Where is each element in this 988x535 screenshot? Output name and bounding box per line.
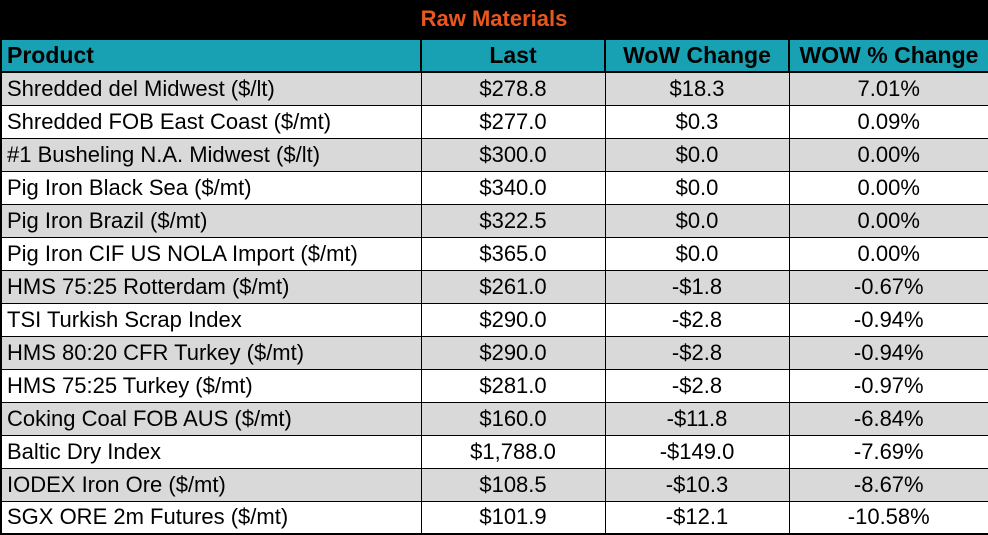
cell-wow-change: -$11.8: [604, 402, 790, 436]
table-title: Raw Materials: [0, 0, 988, 38]
cell-last: $277.0: [420, 105, 606, 139]
column-header-product: Product: [0, 38, 422, 73]
table-row: Shredded FOB East Coast ($/mt) $277.0 $0…: [0, 105, 988, 139]
cell-wow-pct: 0.00%: [788, 237, 988, 271]
table-row: HMS 75:25 Rotterdam ($/mt) $261.0 -$1.8 …: [0, 270, 988, 304]
table-row: IODEX Iron Ore ($/mt) $108.5 -$10.3 -8.6…: [0, 468, 988, 502]
cell-wow-change: -$2.8: [604, 369, 790, 403]
cell-wow-pct: -0.94%: [788, 336, 988, 370]
cell-product: Shredded FOB East Coast ($/mt): [0, 105, 422, 139]
cell-last: $281.0: [420, 369, 606, 403]
header-row: Product Last WoW Change WOW % Change: [0, 38, 988, 73]
cell-wow-pct: 0.00%: [788, 204, 988, 238]
table-row: Pig Iron Brazil ($/mt) $322.5 $0.0 0.00%: [0, 204, 988, 238]
cell-wow-pct: 7.01%: [788, 72, 988, 106]
cell-wow-change: -$2.8: [604, 303, 790, 337]
cell-wow-change: -$12.1: [604, 501, 790, 535]
cell-wow-pct: -0.94%: [788, 303, 988, 337]
cell-product: Pig Iron Black Sea ($/mt): [0, 171, 422, 205]
cell-product: Shredded del Midwest ($/lt): [0, 72, 422, 106]
cell-wow-change: $18.3: [604, 72, 790, 106]
cell-last: $108.5: [420, 468, 606, 502]
cell-wow-change: -$2.8: [604, 336, 790, 370]
cell-wow-pct: -0.97%: [788, 369, 988, 403]
column-header-wow-change: WoW Change: [604, 38, 790, 73]
cell-wow-change: $0.0: [604, 171, 790, 205]
cell-wow-change: -$1.8: [604, 270, 790, 304]
cell-last: $300.0: [420, 138, 606, 172]
cell-product: Pig Iron CIF US NOLA Import ($/mt): [0, 237, 422, 271]
table-row: TSI Turkish Scrap Index $290.0 -$2.8 -0.…: [0, 303, 988, 337]
cell-product: IODEX Iron Ore ($/mt): [0, 468, 422, 502]
cell-wow-change: $0.0: [604, 204, 790, 238]
cell-wow-change: -$10.3: [604, 468, 790, 502]
cell-product: HMS 75:25 Turkey ($/mt): [0, 369, 422, 403]
cell-wow-pct: -6.84%: [788, 402, 988, 436]
table-row: HMS 75:25 Turkey ($/mt) $281.0 -$2.8 -0.…: [0, 369, 988, 403]
column-header-last: Last: [420, 38, 606, 73]
table-row: Baltic Dry Index $1,788.0 -$149.0 -7.69%: [0, 435, 988, 469]
cell-wow-pct: -10.58%: [788, 501, 988, 535]
cell-wow-pct: 0.00%: [788, 171, 988, 205]
cell-wow-change: $0.0: [604, 237, 790, 271]
cell-product: TSI Turkish Scrap Index: [0, 303, 422, 337]
table-row: Coking Coal FOB AUS ($/mt) $160.0 -$11.8…: [0, 402, 988, 436]
raw-materials-table: Product Last WoW Change WOW % Change Shr…: [0, 38, 988, 535]
cell-product: Pig Iron Brazil ($/mt): [0, 204, 422, 238]
column-header-wow-pct-change: WOW % Change: [788, 38, 988, 73]
cell-product: HMS 80:20 CFR Turkey ($/mt): [0, 336, 422, 370]
cell-wow-pct: -8.67%: [788, 468, 988, 502]
cell-wow-pct: -7.69%: [788, 435, 988, 469]
cell-last: $261.0: [420, 270, 606, 304]
cell-last: $1,788.0: [420, 435, 606, 469]
cell-wow-pct: 0.00%: [788, 138, 988, 172]
cell-last: $290.0: [420, 336, 606, 370]
table-row: HMS 80:20 CFR Turkey ($/mt) $290.0 -$2.8…: [0, 336, 988, 370]
cell-last: $290.0: [420, 303, 606, 337]
cell-wow-pct: -0.67%: [788, 270, 988, 304]
table-row: Pig Iron Black Sea ($/mt) $340.0 $0.0 0.…: [0, 171, 988, 205]
table-row: Shredded del Midwest ($/lt) $278.8 $18.3…: [0, 72, 988, 106]
cell-last: $340.0: [420, 171, 606, 205]
table-row: SGX ORE 2m Futures ($/mt) $101.9 -$12.1 …: [0, 501, 988, 535]
cell-last: $278.8: [420, 72, 606, 106]
cell-wow-change: $0.3: [604, 105, 790, 139]
cell-last: $101.9: [420, 501, 606, 535]
cell-last: $322.5: [420, 204, 606, 238]
cell-product: HMS 75:25 Rotterdam ($/mt): [0, 270, 422, 304]
cell-wow-pct: 0.09%: [788, 105, 988, 139]
cell-last: $365.0: [420, 237, 606, 271]
table-row: Pig Iron CIF US NOLA Import ($/mt) $365.…: [0, 237, 988, 271]
cell-product: Baltic Dry Index: [0, 435, 422, 469]
cell-product: Coking Coal FOB AUS ($/mt): [0, 402, 422, 436]
cell-last: $160.0: [420, 402, 606, 436]
cell-product: #1 Busheling N.A. Midwest ($/lt): [0, 138, 422, 172]
table-row: #1 Busheling N.A. Midwest ($/lt) $300.0 …: [0, 138, 988, 172]
cell-product: SGX ORE 2m Futures ($/mt): [0, 501, 422, 535]
cell-wow-change: -$149.0: [604, 435, 790, 469]
cell-wow-change: $0.0: [604, 138, 790, 172]
